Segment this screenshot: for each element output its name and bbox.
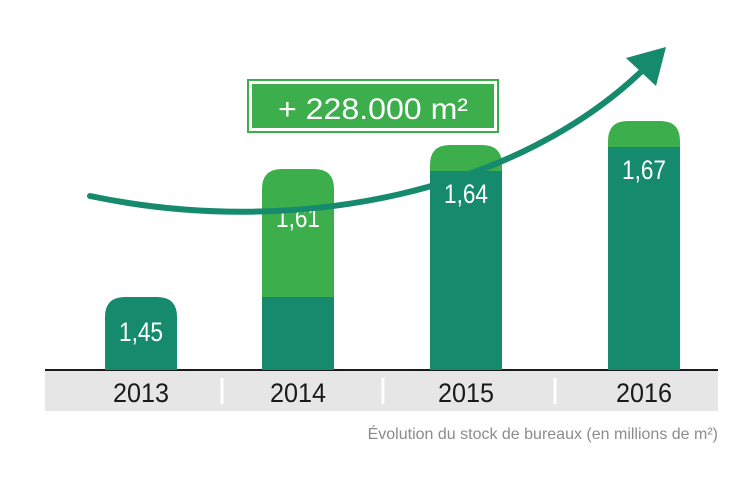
trend-arrow-head [626,47,666,86]
bar-base-2015 [430,171,502,370]
bar-2013: 1,45 [105,297,177,370]
trend-arrow [87,65,648,215]
axis-divider [381,378,385,404]
tick-label-2016: 2016 [616,378,672,408]
tick-label-2015: 2015 [438,378,494,408]
bar-2016: 1,67 [608,121,680,370]
bar-2015: 1,64 [430,145,502,370]
value-label-2016: 1,67 [622,155,666,185]
value-label-2015: 1,64 [444,179,488,209]
value-label-2013: 1,45 [119,317,163,347]
bar-base-2014 [262,297,334,370]
bar-2014: 1,61 [262,169,334,370]
bar-increase-2013 [105,297,177,370]
increase-badge: + 228.000 m² [247,79,499,133]
axis-divider [553,378,557,404]
increase-badge-label: + 228.000 m² [278,93,468,126]
tick-label-2013: 2013 [113,378,169,408]
chart-caption: Évolution du stock de bureaux (en millio… [367,426,718,443]
tick-label-2014: 2014 [270,378,326,408]
bar-base-2016 [608,147,680,370]
axis-divider [220,378,224,404]
